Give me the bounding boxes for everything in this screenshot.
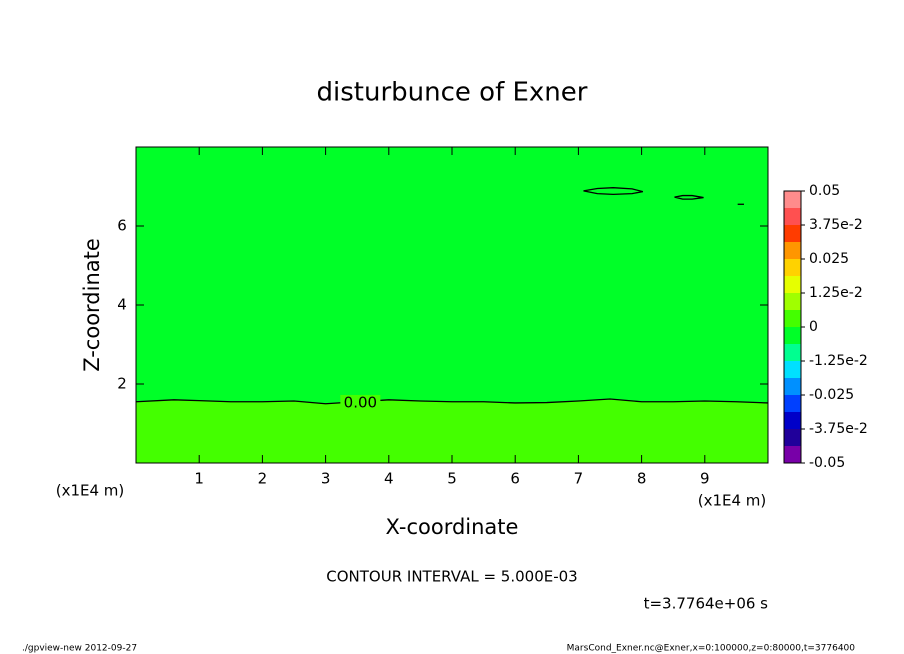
- contour-line: [674, 194, 704, 200]
- colorbar-bin: [784, 429, 801, 446]
- x-tick-label: 2: [258, 470, 268, 488]
- chart-title: disturbunce of Exner: [317, 78, 588, 108]
- colorbar-bin: [784, 191, 801, 208]
- footer-left: ./gpview-new 2012-09-27: [22, 644, 137, 654]
- contour-line: [583, 187, 644, 196]
- colorbar-bin: [784, 395, 801, 412]
- y-axis-label: Z-coordinate: [80, 238, 104, 372]
- colorbar-tick-label: -3.75e-2: [809, 421, 868, 437]
- colorbar-tick-label: -0.05: [809, 455, 845, 471]
- colorbar-tick-label: 0.05: [809, 183, 840, 199]
- colorbar-bin: [784, 310, 801, 327]
- x-unit: (x1E4 m): [698, 492, 767, 510]
- colorbar-tick-label: -0.025: [809, 387, 854, 403]
- x-tick-label: 1: [194, 470, 204, 488]
- colorbar-bin: [784, 378, 801, 395]
- x-tick-label: 4: [384, 470, 394, 488]
- colorbar-bin: [784, 259, 801, 276]
- contour-label-bg: [340, 394, 381, 411]
- footer-right: MarsCond_Exner.nc@Exner,x=0:100000,z=0:8…: [567, 644, 856, 654]
- contour-fill: [136, 399, 768, 463]
- colorbar-tick-label: 3.75e-2: [809, 217, 863, 233]
- x-tick-label: 7: [574, 470, 584, 488]
- colorbar-tick-label: 0.025: [809, 251, 849, 267]
- colorbar-tick-label: -1.25e-2: [809, 353, 868, 369]
- x-axis-label: X-coordinate: [386, 515, 519, 539]
- colorbar-bin: [784, 361, 801, 378]
- y-tick-label: 2: [117, 375, 127, 393]
- colorbar-bin: [784, 446, 801, 463]
- contour-label: 0.00: [344, 393, 377, 411]
- x-tick-label: 3: [321, 470, 331, 488]
- colorbar-bin: [784, 208, 801, 225]
- contour-line: [135, 398, 769, 405]
- time-label: t=3.7764e+06 s: [644, 595, 769, 613]
- y-tick-label: 6: [117, 217, 127, 235]
- colorbar-bin: [784, 293, 801, 310]
- x-tick-label: 6: [510, 470, 520, 488]
- colorbar-bin: [784, 242, 801, 259]
- colorbar-bin: [784, 344, 801, 361]
- y-tick-label: 4: [117, 296, 127, 314]
- x-tick-label: 5: [447, 470, 457, 488]
- x-tick-label: 8: [637, 470, 647, 488]
- y-unit: (x1E4 m): [56, 482, 125, 500]
- x-tick-label: 9: [700, 470, 710, 488]
- colorbar-bin: [784, 327, 801, 344]
- colorbar-bin: [784, 276, 801, 293]
- colorbar-tick-label: 1.25e-2: [809, 285, 863, 301]
- contour-interval: CONTOUR INTERVAL = 5.000E-03: [326, 568, 577, 586]
- colorbar-bin: [784, 412, 801, 429]
- colorbar-tick-label: 0: [809, 319, 818, 335]
- colorbar-bin: [784, 225, 801, 242]
